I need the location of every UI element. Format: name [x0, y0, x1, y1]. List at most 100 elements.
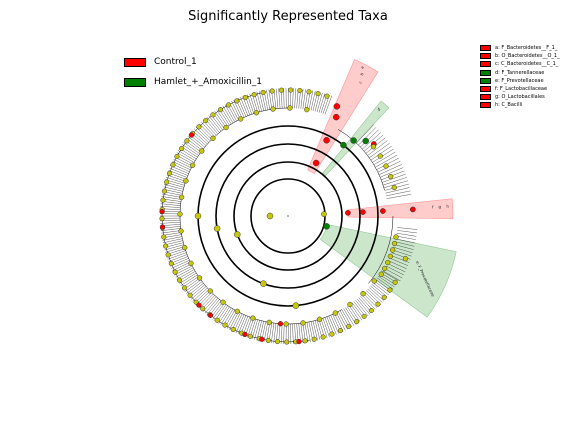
leaf-edge [192, 130, 208, 145]
leaf-edge [383, 180, 408, 188]
taxa-legend-swatch [480, 61, 491, 68]
leaf-node [284, 339, 290, 345]
leaf-edge [238, 98, 247, 117]
leaf-node [387, 287, 393, 293]
bacteroidetes-genus-node [333, 103, 341, 110]
leaf-node [247, 333, 253, 339]
leaf-edge [374, 280, 391, 294]
leaf-edge [181, 144, 199, 156]
family-node [188, 260, 194, 266]
leaf-edge [392, 249, 412, 257]
leaf-edge [316, 92, 323, 113]
leaf-node [230, 326, 236, 332]
leaf-node [184, 138, 190, 144]
leaf-edge [378, 164, 402, 175]
leaf-edge [201, 121, 215, 137]
bacteroidetes-f-node [332, 113, 340, 121]
lactobacillales-sector [347, 198, 454, 220]
leaf-edge [169, 167, 188, 176]
leaf-edge [336, 312, 346, 331]
taxa-legend-label: h: C_Bacilli [495, 102, 523, 109]
leaf-edge [356, 124, 374, 144]
leaf-edge [160, 219, 181, 222]
leaf-edge [173, 158, 192, 169]
family-node [182, 244, 188, 251]
taxa-legend-entry: h: C_Bacilli [480, 101, 560, 109]
leaf-edge [168, 170, 188, 178]
legend-swatch-hamlet [124, 77, 146, 87]
control-leaf-node [207, 312, 214, 318]
leaf-edge [394, 241, 415, 247]
leaf-edge [328, 315, 337, 335]
leaf-edge [202, 296, 217, 312]
leaf-node [265, 337, 271, 343]
bacteroidetes-c-node [312, 159, 320, 167]
clade-label-d: d [376, 106, 382, 112]
family-node [199, 148, 205, 154]
order-node [213, 225, 221, 232]
leaf-edge [360, 129, 379, 148]
leaf-edge [238, 315, 247, 334]
leaf-edge [266, 89, 270, 110]
leaf-node [200, 306, 206, 312]
leaf-edge [369, 143, 390, 158]
prevotella-leaf-node [389, 247, 396, 253]
tannerellaceae-genus-node [350, 137, 357, 144]
leaf-node [234, 98, 240, 104]
leaf-edge [160, 206, 181, 208]
control-leaf-node [188, 132, 195, 138]
family-node [178, 194, 185, 200]
leaf-edge [177, 150, 196, 161]
leaf-edge [376, 277, 394, 290]
bacilli-node [345, 210, 351, 216]
leaf-node [288, 87, 294, 93]
bacteroidetes-sector [307, 59, 379, 175]
leaf-edge [343, 308, 355, 326]
group-legend: Control_1 Hamlet_+_Amoxicillin_1 [124, 52, 262, 92]
branch-arc-0 [179, 107, 343, 325]
leaf-node-2 [383, 163, 389, 169]
leaf-node [174, 153, 180, 160]
family-node [178, 228, 184, 234]
leaf-edge [382, 173, 406, 183]
clade-label-g: g [438, 204, 441, 209]
lactobacillus-node [409, 206, 416, 213]
leaf-node [214, 317, 220, 323]
leaf-node [165, 252, 171, 258]
leaf-node [269, 88, 275, 94]
leaf-edge [199, 293, 214, 309]
leaf-edge [283, 88, 285, 109]
control-leaf-node [159, 208, 165, 215]
family-node [304, 106, 310, 113]
leaf-edge [312, 321, 318, 341]
leaf-edge [249, 93, 256, 113]
leaf-edge [385, 265, 404, 276]
taxa-legend-label: f: F_Lactobacillaceae [495, 85, 548, 92]
leaf-node [297, 88, 303, 94]
leaf-edge [389, 257, 409, 266]
leaf-edge [395, 238, 416, 244]
leaf-edge [294, 88, 296, 109]
leaf-node [311, 336, 317, 342]
leaf-edge [371, 284, 388, 298]
leaf-edge [367, 288, 383, 303]
rank-ring-2 [233, 161, 343, 271]
clade-label-c: c [358, 80, 363, 84]
leaf-edge [165, 246, 185, 253]
root-dot [287, 215, 289, 217]
leaf-node-2 [388, 173, 394, 180]
leaf-edge [190, 286, 207, 300]
leaf-edge [179, 272, 197, 284]
taxa-legend-label: d: F_Tannerellaceae [495, 69, 545, 76]
tannerellaceae-node [340, 141, 347, 149]
prevotella-leaf-node [393, 234, 399, 240]
leaf-edge [397, 230, 417, 234]
leaf-edge [292, 323, 294, 344]
leaf-edge [161, 196, 182, 200]
rank-ring-3 [215, 143, 361, 289]
leaf-edge [176, 152, 195, 163]
leaf-edge [220, 307, 232, 325]
leaf-edge [358, 127, 377, 146]
leaf-edge [263, 322, 268, 342]
leaf-edge [276, 88, 279, 109]
